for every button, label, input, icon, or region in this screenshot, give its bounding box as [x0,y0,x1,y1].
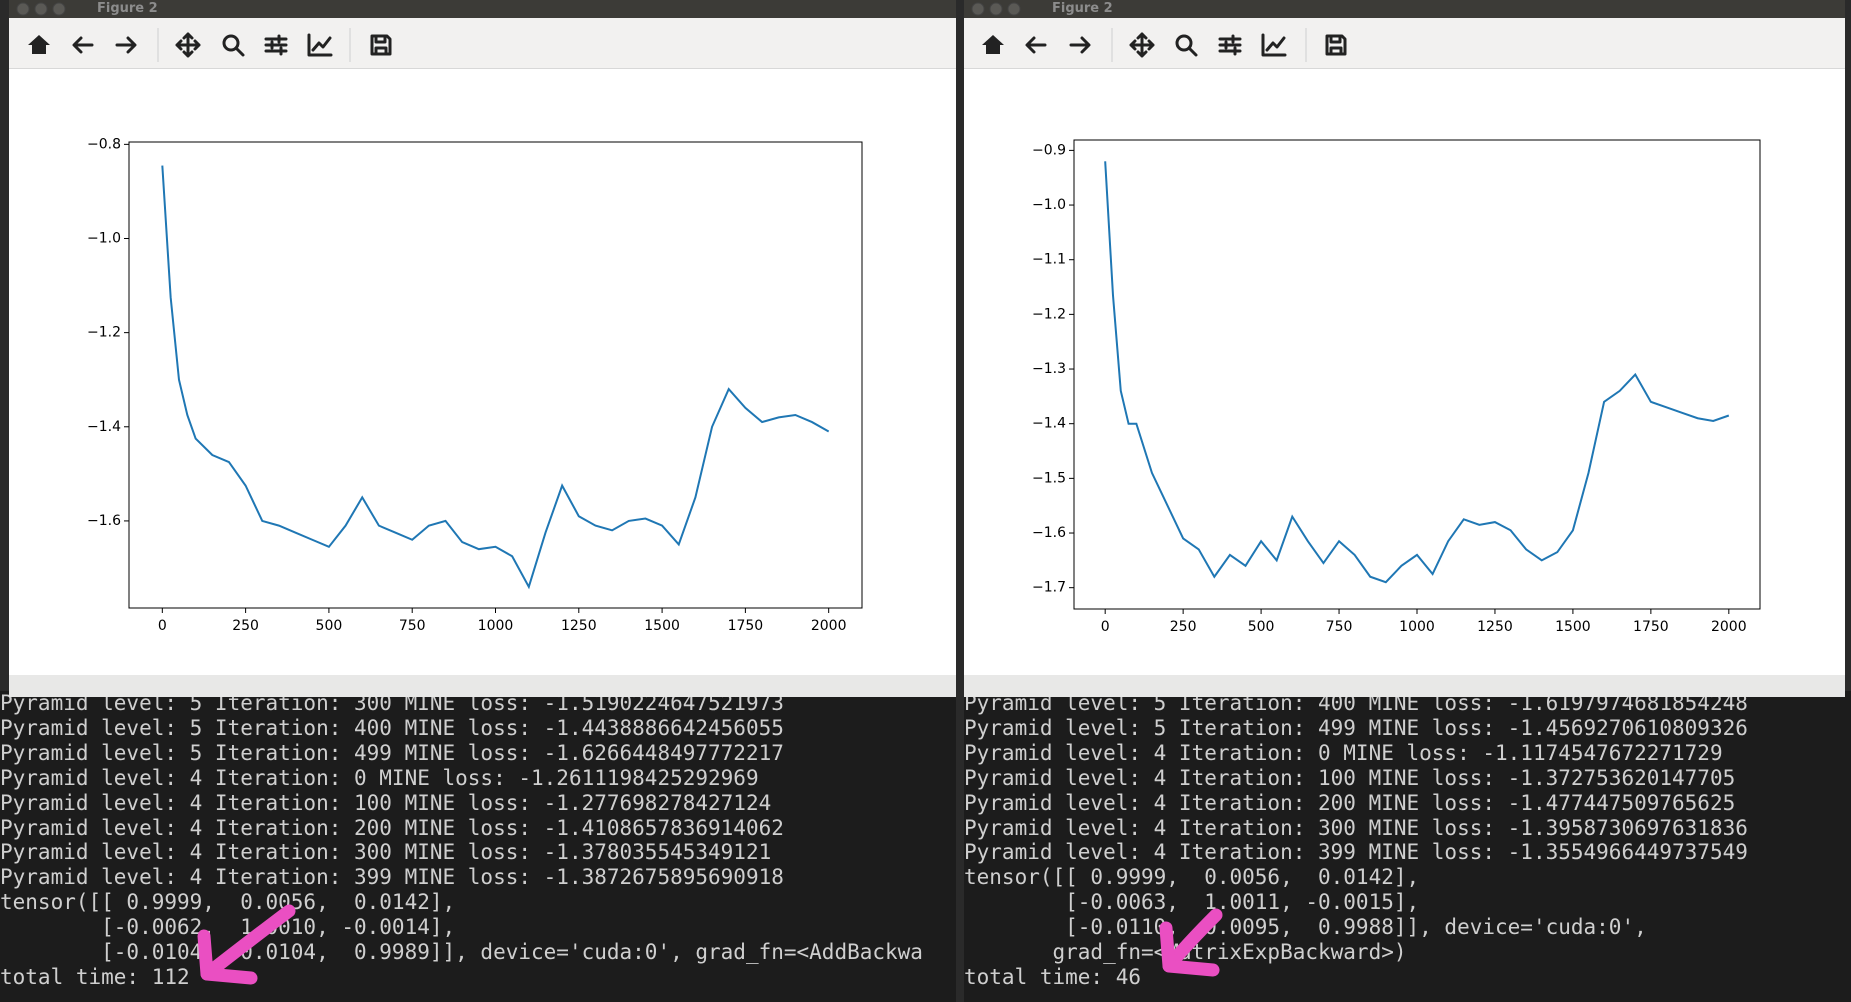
status-strip [964,675,1845,697]
status-strip [9,675,956,697]
terminal-line: Pyramid level: 4 Iteration: 200 MINE los… [964,790,1736,815]
terminal-line: [-0.0104, 0.0104, 0.9989]], device='cuda… [0,940,923,965]
terminal-line: Pyramid level: 4 Iteration: 200 MINE los… [0,815,784,840]
terminal-line: Pyramid level: 4 Iteration: 100 MINE los… [964,765,1736,790]
terminal-line: Pyramid level: 4 Iteration: 399 MINE los… [964,840,1748,865]
terminal-line: total time: 112 [0,964,190,989]
window-title: Figure 2 [97,1,158,16]
figure-window: Figure 2 [9,0,956,697]
terminal-line: Pyramid level: 5 Iteration: 499 MINE los… [964,715,1748,740]
terminal-line: tensor([[ 0.9999, 0.0056, 0.0142], [0,890,456,915]
terminal-line: Pyramid level: 4 Iteration: 399 MINE los… [0,865,784,890]
terminal: Pyramid level: 5 Iteration: 400 MINE los… [964,691,1851,1002]
terminal-line: Pyramid level: 4 Iteration: 300 MINE los… [0,840,772,865]
terminal-line: Pyramid level: 4 Iteration: 0 MINE loss:… [964,740,1723,765]
terminal-line: tensor([[ 0.9999, 0.0056, 0.0142], [964,865,1420,890]
terminal-line: Pyramid level: 4 Iteration: 0 MINE loss:… [0,765,759,790]
terminal-line: Pyramid level: 4 Iteration: 300 MINE los… [964,815,1748,840]
terminal-line: total time: 46 [964,964,1142,989]
figure-window: Figure 2 [964,0,1845,697]
terminal: Pyramid level: 5 Iteration: 300 MINE los… [0,691,956,1002]
terminal-line: Pyramid level: 5 Iteration: 499 MINE los… [0,740,784,765]
terminal-line: Pyramid level: 5 Iteration: 400 MINE los… [0,715,784,740]
toolbar [964,18,1845,69]
title-bar: Figure 2 [9,0,956,18]
window-title: Figure 2 [1052,1,1113,16]
terminal-line: [-0.0063, 1.0011, -0.0015], [964,890,1420,915]
title-bar: Figure 2 [964,0,1845,18]
terminal-line: grad_fn=<MatrixExpBackward>) [964,940,1407,965]
terminal-line: Pyramid level: 4 Iteration: 100 MINE los… [0,790,772,815]
terminal-line: [-0.0110, 0.0095, 0.9988]], device='cuda… [964,915,1647,940]
terminal-line: [-0.0062, 1.0010, -0.0014], [0,915,456,940]
toolbar [9,18,956,69]
